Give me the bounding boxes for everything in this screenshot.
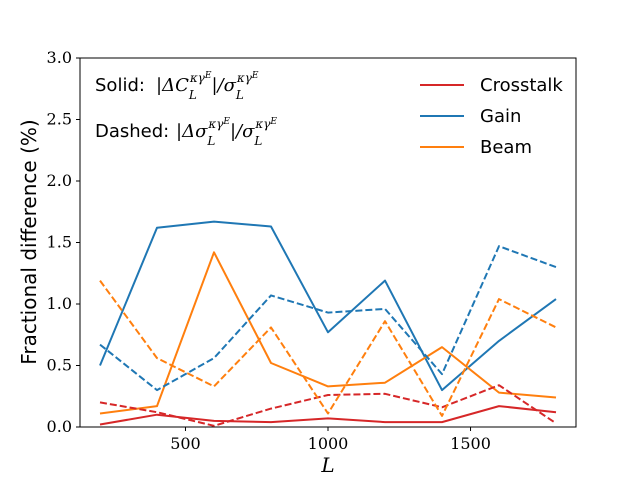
y-tick-label: 2.0: [47, 171, 72, 190]
series-line-crosstalk: [99, 405, 557, 426]
x-tick-label: 1500: [450, 434, 491, 453]
annotation-solid-label: Solid:: [95, 75, 145, 96]
series-line-beam-dashed: [99, 280, 557, 417]
legend-label: Crosstalk: [480, 75, 563, 96]
series-line-crosstalk-dashed: [99, 384, 557, 427]
ticks-layer: 0.0 0.5 1.0 1.5 2.0 2.5 3.0 500 1000 1500: [47, 48, 491, 453]
series-line-gain-dashed: [99, 245, 557, 392]
x-tick-label: 1000: [308, 434, 349, 453]
series-line-beam: [99, 251, 557, 415]
legend-label: Gain: [480, 106, 521, 127]
series-layer: [99, 220, 557, 427]
x-tick-label: 500: [170, 434, 201, 453]
y-axis-label: Fractional difference (%): [17, 119, 41, 364]
y-tick-label: 0.5: [47, 356, 72, 375]
y-tick-label: 1.0: [47, 294, 72, 313]
y-tick-label: 0.0: [47, 417, 72, 436]
annotation-solid: Solid: |ΔCLκγE|/σLκγE: [95, 71, 259, 102]
legend: Crosstalk Gain Beam: [420, 75, 563, 158]
annotation-dashed-label: Dashed:: [95, 121, 169, 142]
y-tick-label: 2.5: [47, 110, 72, 129]
annotation-dashed-formula: |ΔσLκγE|/σLκγE: [176, 117, 277, 148]
annotation-solid-formula: |ΔCLκγE|/σLκγE: [156, 71, 259, 102]
legend-label: Beam: [480, 137, 532, 158]
annotation-dashed: Dashed: |ΔσLκγE|/σLκγE: [95, 117, 277, 148]
y-tick-label: 3.0: [47, 48, 72, 67]
series-line-gain: [99, 220, 557, 392]
y-tick-label: 1.5: [47, 233, 72, 252]
x-axis-label: L: [320, 453, 334, 477]
